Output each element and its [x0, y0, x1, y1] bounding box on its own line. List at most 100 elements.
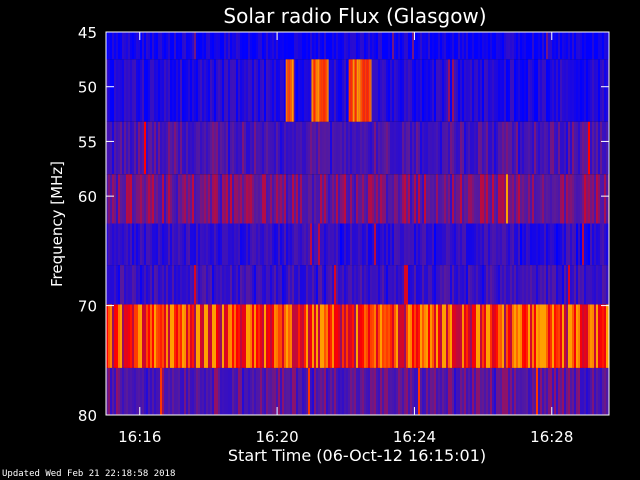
spectrum-cell-band-5 [152, 265, 154, 305]
spectrum-cell-band-5 [236, 265, 238, 305]
spectrum-cell-band-0 [386, 32, 388, 60]
spectrum-cell-band-4 [108, 223, 110, 266]
spectrum-cell-band-2 [124, 121, 126, 175]
spectrum-cell-band-0 [116, 32, 118, 60]
spectrum-cell-band-2 [164, 121, 166, 175]
burst-1 [325, 59, 328, 122]
spectrum-cell-band-2 [430, 121, 432, 175]
spectrum-cell-band-4 [408, 223, 410, 266]
spectrum-cell-band-1 [336, 59, 338, 122]
spectrum-cell-band-2 [358, 121, 360, 175]
spectrum-cell-band-5 [422, 265, 424, 305]
spectrum-cell-band-6 [472, 304, 474, 368]
spectrum-cell-band-5 [382, 265, 384, 305]
spectrum-cell-band-1 [158, 59, 160, 122]
spectrum-cell-band-7 [578, 367, 580, 415]
spectrum-cell-band-0 [368, 32, 370, 60]
spectrum-cell-band-0 [600, 32, 602, 60]
burst-1 [323, 59, 326, 122]
spectrum-cell-band-0 [336, 32, 338, 60]
spectrum-cell-band-6 [496, 304, 498, 368]
spectrum-cell-band-4 [504, 223, 506, 266]
spectrum-cell-band-0 [218, 32, 220, 60]
spectrum-cell-band-3 [460, 174, 462, 224]
spectrum-cell-band-1 [278, 59, 280, 122]
spectrum-cell-band-2 [218, 121, 220, 175]
spectrum-cell-band-4 [260, 223, 262, 266]
spectrum-cell-band-2 [414, 121, 416, 175]
spectrum-cell-band-6 [212, 304, 214, 368]
spectrum-cell-band-5 [250, 265, 252, 305]
spectrum-cell-band-6 [336, 304, 338, 368]
spectrum-cell-band-2 [172, 121, 174, 175]
spectrum-cell-band-6 [584, 304, 586, 368]
spectrum-cell-band-2 [382, 121, 384, 175]
spectrum-cell-band-4 [406, 223, 408, 266]
spectrum-cell-band-6 [182, 304, 184, 368]
spectrum-cell-band-3 [382, 174, 384, 224]
spectrum-cell-band-5 [246, 265, 248, 305]
spectrum-cell-band-1 [196, 59, 198, 122]
spectrum-cell-band-1 [202, 59, 204, 122]
spectrum-cell-band-6 [204, 304, 206, 368]
spectrum-cell-band-7 [498, 367, 500, 415]
spectrum-cell-band-5 [310, 265, 312, 305]
spectrum-cell-band-6 [366, 304, 368, 368]
spectrum-cell-band-0 [228, 32, 230, 60]
spectrum-cell-band-6 [130, 304, 132, 368]
spectrum-cell-band-1 [168, 59, 170, 122]
spectrum-cell-band-3 [166, 174, 168, 224]
spectrum-cell-band-6 [224, 304, 226, 368]
spectrum-cell-band-5 [566, 265, 568, 305]
spectrum-cell-band-3 [456, 174, 458, 224]
spectrum-cell-band-7 [532, 367, 534, 415]
spectrum-cell-band-4 [164, 223, 166, 266]
spectrum-cell-band-4 [396, 223, 398, 266]
spectrum-cell-band-0 [298, 32, 300, 60]
spectrum-cell-band-7 [508, 367, 510, 415]
spectrum-cell-band-6 [320, 304, 322, 368]
spectrum-cell-band-1 [570, 59, 572, 122]
spectrum-cell-band-1 [238, 59, 240, 122]
spectrum-cell-band-7 [348, 367, 350, 415]
spectrum-cell-band-5 [370, 265, 372, 305]
spectrum-cell-band-4 [240, 223, 242, 266]
spectrum-cell-band-5 [394, 265, 396, 305]
spectrum-cell-band-2 [504, 121, 506, 175]
spectrum-cell-band-6 [530, 304, 532, 368]
spectrum-cell-band-3 [394, 174, 396, 224]
spectrum-cell-band-5 [318, 265, 320, 305]
spectrum-cell-band-0 [272, 32, 274, 60]
spectrum-cell-band-6 [526, 304, 528, 368]
spectrum-cell-band-4 [334, 223, 336, 266]
spectrum-cell-band-1 [116, 59, 118, 122]
spectrum-cell-band-1 [462, 59, 464, 122]
spectrum-cell-band-3 [390, 174, 392, 224]
spectrum-cell-band-6 [126, 304, 128, 368]
spectrum-cell-band-5 [282, 265, 284, 305]
spectrum-cell-band-4 [324, 223, 326, 266]
spectrum-cell-band-7 [602, 367, 604, 415]
spectrum-cell-band-7 [230, 367, 232, 415]
spectrum-cell-band-2 [354, 121, 356, 175]
spectrum-cell-band-5 [314, 265, 316, 305]
spectrum-cell-band-1 [528, 59, 530, 122]
spectrum-cell-band-0 [460, 32, 462, 60]
spectrum-cell-band-2 [270, 121, 272, 175]
spectrum-cell-band-1 [182, 59, 184, 122]
spectrum-cell-band-6 [176, 304, 178, 368]
spectrum-cell-band-4 [362, 223, 364, 266]
spectrum-cell-band-4 [132, 223, 134, 266]
spectrum-cell-band-5 [298, 265, 300, 305]
spectrum-cell-band-2 [324, 121, 326, 175]
spectrum-cell-band-6 [396, 304, 398, 368]
spectrum-cell-band-0 [124, 32, 126, 60]
spectrum-cell-band-0 [588, 32, 590, 60]
spectrum-cell-band-4 [110, 223, 112, 266]
spectrum-cell-band-7 [586, 367, 588, 415]
spectrum-cell-band-3 [446, 174, 448, 224]
spectrum-cell-band-0 [406, 32, 408, 60]
spectrum-cell-band-3 [478, 174, 480, 224]
spectrum-cell-band-3 [586, 174, 588, 224]
spectrum-cell-band-2 [510, 121, 512, 175]
